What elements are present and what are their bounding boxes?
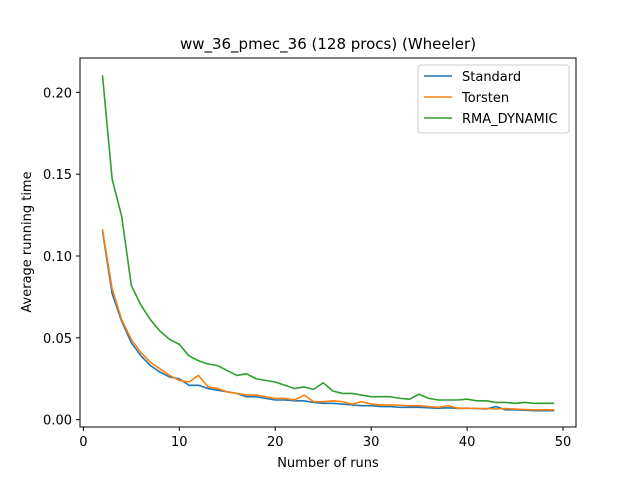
- axes-frame: [79, 57, 577, 428]
- y-tick-label: 0.00: [43, 414, 72, 429]
- series-line-torsten: [101, 228, 555, 411]
- legend-box: [417, 64, 570, 134]
- legend-label-rma-dynamic: RMA_DYNAMIC: [462, 112, 558, 127]
- x-tick-label: 30: [363, 435, 380, 450]
- x-tick-label: 40: [459, 435, 476, 450]
- legend-label-standard: Standard: [462, 70, 521, 85]
- x-axis: 0 10 20 30 40 50: [79, 427, 571, 450]
- y-tick-label: 0.10: [43, 250, 72, 265]
- y-tick-label: 0.15: [43, 168, 72, 183]
- x-tick-label: 20: [267, 435, 284, 450]
- plot-area: [101, 75, 555, 412]
- x-tick-label: 50: [555, 435, 572, 450]
- x-tick-label: 10: [171, 435, 188, 450]
- y-axis: 0.00 0.05 0.10 0.15 0.20: [43, 86, 80, 429]
- y-axis-label: Average running time: [20, 171, 35, 312]
- y-tick-label: 0.05: [43, 332, 72, 347]
- y-tick-label: 0.20: [43, 86, 72, 101]
- series-line-rma-dynamic: [101, 75, 555, 405]
- legend: Standard Torsten RMA_DYNAMIC: [417, 64, 570, 134]
- x-tick-label: 0: [79, 435, 87, 450]
- x-axis-label: Number of runs: [277, 456, 379, 471]
- chart-title: ww_36_pmec_36 (128 procs) (Wheeler): [180, 35, 476, 54]
- legend-label-torsten: Torsten: [461, 91, 509, 106]
